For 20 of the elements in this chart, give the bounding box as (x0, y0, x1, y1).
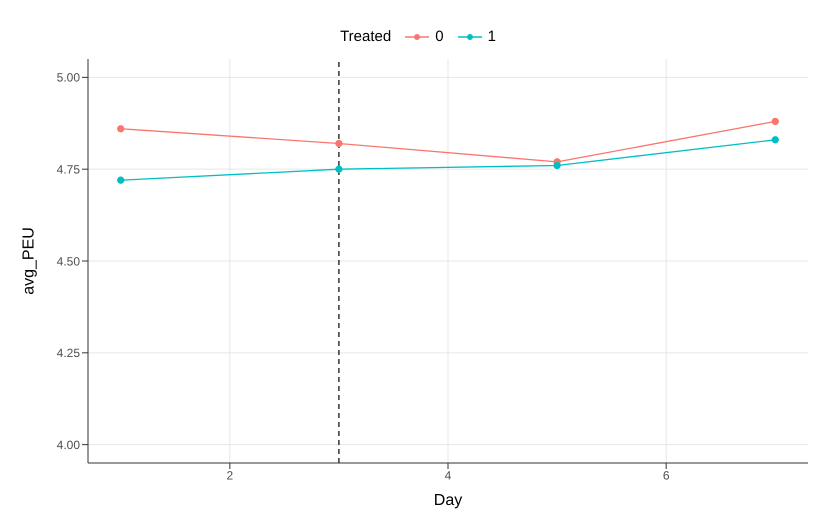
y-tick-label: 4.00 (56, 438, 80, 452)
point (553, 162, 561, 170)
point (117, 125, 124, 132)
x-tick-label: 6 (662, 468, 670, 483)
point (117, 176, 124, 184)
x-axis-title: Day (434, 492, 462, 509)
point (772, 118, 779, 126)
y-axis-title: avg_PEU (20, 227, 38, 295)
y-tick-label: 4.50 (56, 254, 80, 268)
point (335, 140, 343, 148)
legend-label: 1 (488, 28, 496, 45)
legend-label: 0 (435, 28, 444, 45)
x-tick-label: 4 (444, 468, 452, 483)
x-tick-label: 2 (226, 468, 234, 483)
legend-title: Treated (340, 28, 392, 45)
y-tick-label: 4.25 (56, 346, 80, 360)
y-tick-label: 5.00 (56, 70, 80, 85)
y-tick-label: 4.75 (56, 162, 80, 176)
point (335, 166, 343, 173)
point (772, 136, 779, 144)
